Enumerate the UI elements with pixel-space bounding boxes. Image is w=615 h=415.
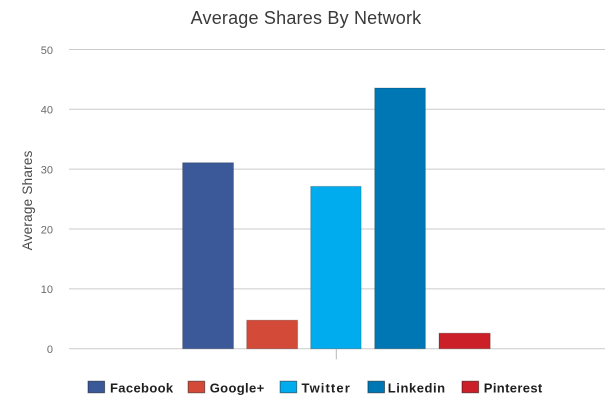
svg-text:Pinterest: Pinterest — [484, 380, 543, 395]
svg-text:10: 10 — [41, 284, 53, 296]
svg-text:Google+: Google+ — [210, 380, 265, 395]
svg-text:40: 40 — [41, 105, 53, 117]
svg-text:Twitter: Twitter — [302, 380, 351, 395]
svg-text:0: 0 — [47, 344, 53, 356]
svg-text:50: 50 — [41, 45, 53, 57]
svg-text:Linkedin: Linkedin — [388, 380, 446, 395]
svg-text:20: 20 — [41, 224, 53, 236]
svg-text:30: 30 — [41, 164, 53, 176]
svg-text:Average Shares By Network: Average Shares By Network — [191, 8, 423, 28]
svg-text:Average Shares: Average Shares — [20, 150, 35, 250]
svg-text:Facebook: Facebook — [110, 380, 174, 395]
